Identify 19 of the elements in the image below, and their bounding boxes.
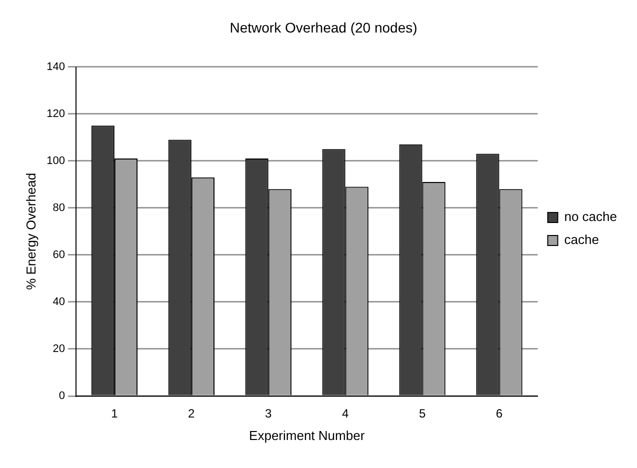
legend-label: no cache [564, 209, 618, 224]
x-tick-label: 3 [265, 406, 272, 421]
x-tick-label: 1 [111, 406, 118, 421]
y-tick-label: 140 [46, 60, 65, 73]
y-tick-label: 20 [52, 343, 65, 356]
chart-title: Network Overhead (20 nodes) [230, 19, 418, 36]
x-tick-label: 4 [342, 406, 349, 421]
y-tick-label: 120 [46, 108, 65, 120]
x-tick-label: 2 [188, 406, 196, 421]
y-tick-label: 60 [52, 248, 65, 261]
x-axis-title: Experiment Number [249, 428, 366, 443]
y-tick-label: 100 [46, 154, 65, 167]
x-tick-label: 6 [496, 406, 503, 421]
y-axis-title: % Energy Overhead [23, 172, 38, 290]
legend-label: cache [564, 232, 599, 248]
y-tick-label: 80 [52, 202, 65, 214]
y-tick-label: 40 [52, 296, 65, 308]
x-tick-label: 5 [418, 406, 426, 421]
y-tick-label: 0 [58, 390, 65, 402]
